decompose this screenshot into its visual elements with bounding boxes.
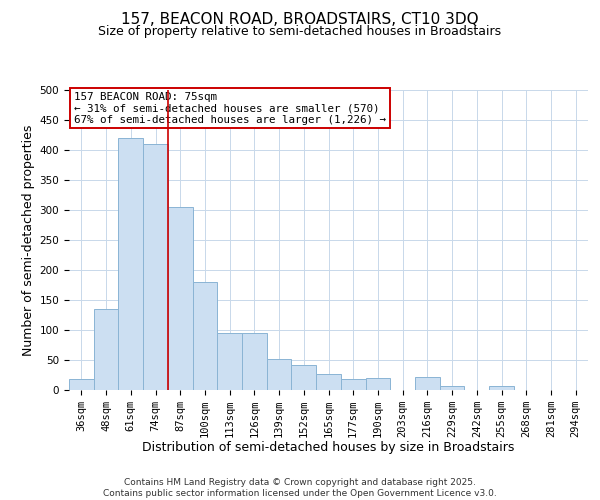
Text: Size of property relative to semi-detached houses in Broadstairs: Size of property relative to semi-detach… <box>98 25 502 38</box>
Bar <box>217 333 242 390</box>
Bar <box>292 365 316 390</box>
Bar <box>365 378 390 390</box>
Bar <box>168 207 193 390</box>
Bar <box>94 309 118 390</box>
Bar <box>242 333 267 390</box>
Text: 157, BEACON ROAD, BROADSTAIRS, CT10 3DQ: 157, BEACON ROAD, BROADSTAIRS, CT10 3DQ <box>121 12 479 28</box>
Y-axis label: Number of semi-detached properties: Number of semi-detached properties <box>22 124 35 356</box>
Bar <box>316 374 341 390</box>
Bar <box>118 138 143 390</box>
Text: 157 BEACON ROAD: 75sqm
← 31% of semi-detached houses are smaller (570)
67% of se: 157 BEACON ROAD: 75sqm ← 31% of semi-det… <box>74 92 386 124</box>
Bar <box>341 379 365 390</box>
Text: Contains HM Land Registry data © Crown copyright and database right 2025.
Contai: Contains HM Land Registry data © Crown c… <box>103 478 497 498</box>
X-axis label: Distribution of semi-detached houses by size in Broadstairs: Distribution of semi-detached houses by … <box>142 442 515 454</box>
Bar <box>415 378 440 390</box>
Bar <box>193 282 217 390</box>
Bar <box>267 359 292 390</box>
Bar <box>143 144 168 390</box>
Bar <box>489 386 514 390</box>
Bar <box>440 386 464 390</box>
Bar <box>69 379 94 390</box>
